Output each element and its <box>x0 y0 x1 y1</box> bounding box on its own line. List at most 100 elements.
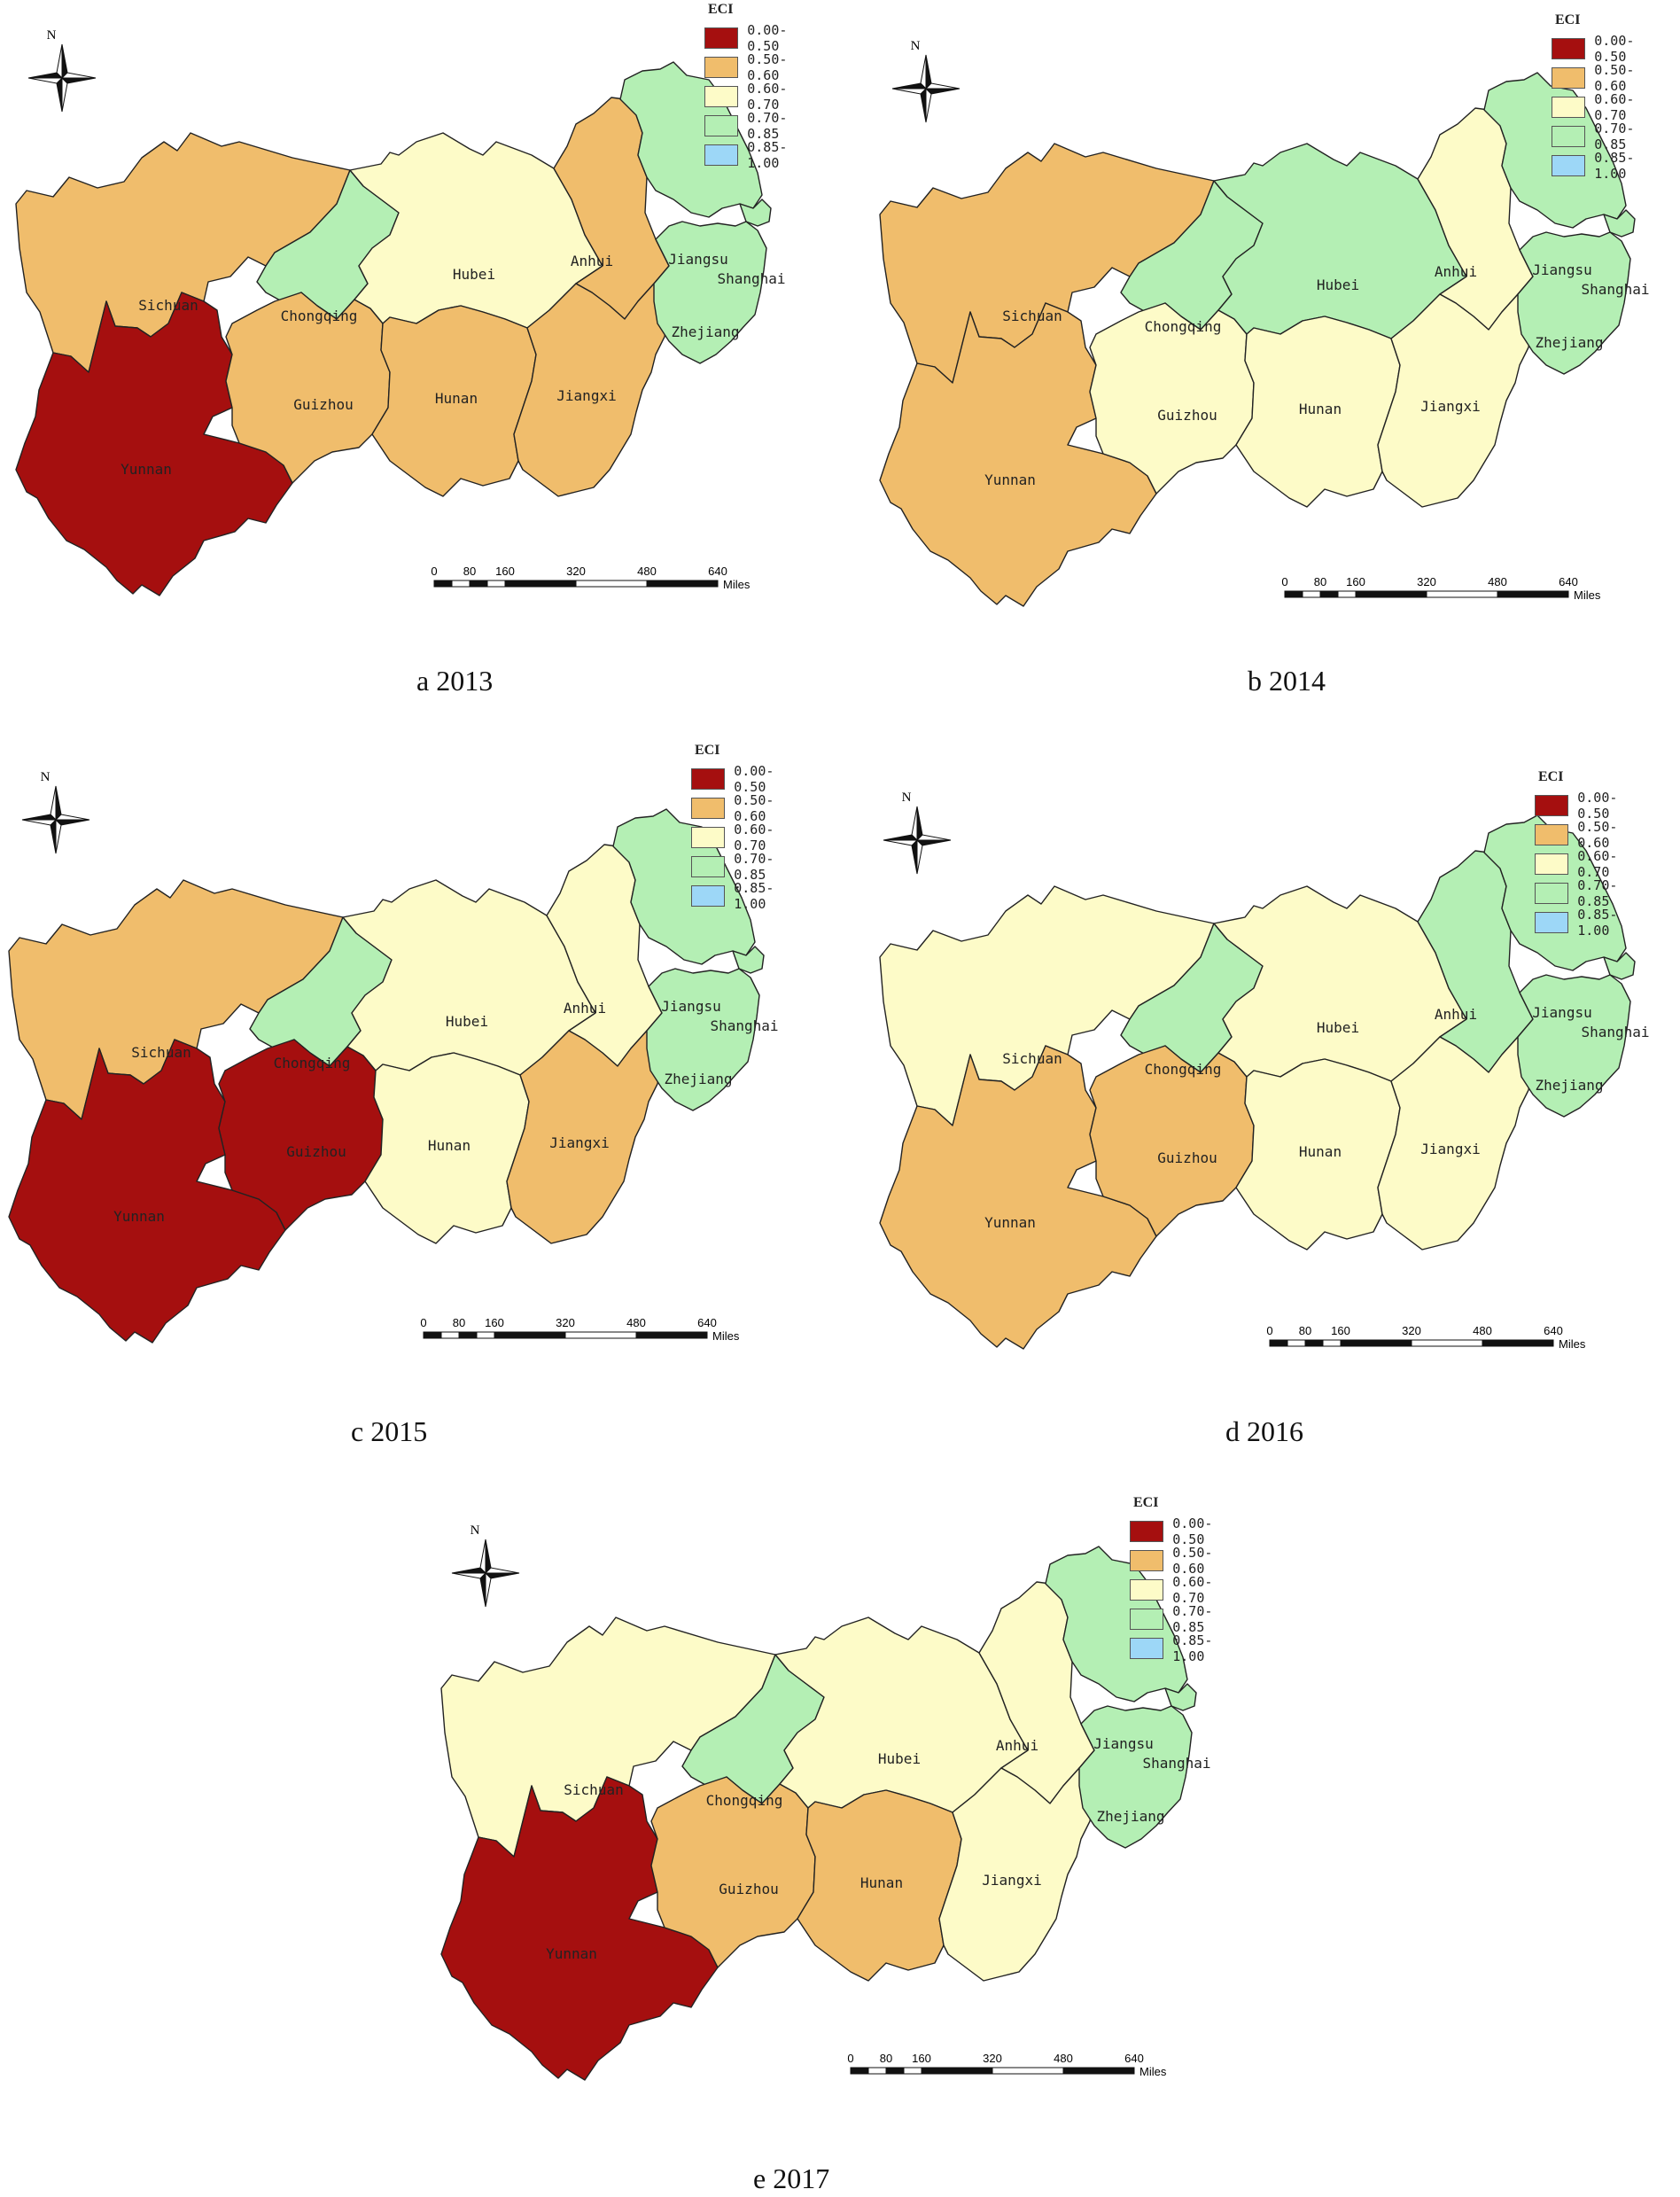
province-label-shanghai: Shanghai <box>1581 1024 1649 1040</box>
legend-swatch <box>691 884 726 907</box>
scale-tick-label: 160 <box>485 1316 504 1329</box>
legend-item: 0.50-0.60 <box>691 792 786 824</box>
province-label-jiangxi: Jiangxi <box>1420 1141 1480 1157</box>
scale-unit-label: Miles <box>1559 1337 1586 1351</box>
legend-2017: ECI 0.00-0.50 0.50-0.60 0.60-0.70 0.70-0.85… <box>1130 1495 1225 1664</box>
scale-tick-label: 80 <box>1314 575 1326 588</box>
scale-unit-label: Miles <box>1139 2065 1167 2078</box>
province-label-chongqing: Chongqing <box>274 1055 351 1071</box>
legend-swatch <box>691 767 726 790</box>
legend-item: 0.60-0.70 <box>1130 1574 1225 1606</box>
caption-2013: a 2013 <box>416 665 494 697</box>
province-label-jiangxi: Jiangxi <box>556 387 616 404</box>
scale-tick-label: 80 <box>1299 1324 1311 1337</box>
legend-2016: ECI 0.00-0.50 0.50-0.60 0.60-0.70 0.70-0.85… <box>1535 769 1629 939</box>
province-label-guizhou: Guizhou <box>293 396 353 413</box>
legend-label: 0.50-0.60 <box>1577 818 1618 851</box>
scale-tick-label: 320 <box>1402 1324 1421 1337</box>
scale-tick-label: 320 <box>983 2052 1002 2065</box>
scale-tick-label: 640 <box>1124 2052 1144 2065</box>
legend-2015: ECI 0.00-0.50 0.50-0.60 0.60-0.70 0.70-0.85… <box>691 743 786 912</box>
province-label-jiangsu: Jiangsu <box>1093 1735 1153 1752</box>
scale-tick-label: 640 <box>1559 575 1578 588</box>
legend-item: 0.70-0.85 <box>691 851 786 883</box>
province-label-hubei: Hubei <box>453 266 495 283</box>
legend-item: 0.50-0.60 <box>1535 818 1629 851</box>
north-label: N <box>471 1523 480 1538</box>
legend-swatch <box>704 27 739 49</box>
province-group: Sichuan Yunnan Chongqing Guizhou Hubei Hunan A… <box>440 1546 1211 2081</box>
scale-unit-label: Miles <box>1574 588 1601 602</box>
legend-item: 0.60-0.70 <box>704 81 799 113</box>
legend-title: ECI <box>1133 1495 1159 1510</box>
province-yunnan <box>15 292 293 596</box>
scale-tick-label: 320 <box>566 565 586 578</box>
scale-tick-label: 80 <box>463 565 476 578</box>
legend-label: 0.60-0.70 <box>1594 90 1635 123</box>
scale-tick-label: 80 <box>880 2052 892 2065</box>
legend-item: 0.50-0.60 <box>1552 61 1646 94</box>
legend-swatch <box>1535 853 1569 875</box>
north-label: N <box>47 28 57 43</box>
scale-tick-label: 480 <box>1054 2052 1073 2065</box>
province-label-sichuan: Sichuan <box>1002 308 1062 324</box>
legend-label: 0.70-0.85 <box>1172 1602 1213 1635</box>
scale-tick-label: 320 <box>1417 575 1436 588</box>
province-label-zhejiang: Zhejiang <box>1535 1077 1603 1094</box>
province-jiangsu <box>1483 72 1627 229</box>
scale-bar <box>423 1331 708 1339</box>
province-label-jiangsu: Jiangsu <box>1532 261 1591 278</box>
legend-label: 0.85-1.00 <box>1594 149 1635 182</box>
legend-label: 0.00-0.50 <box>734 762 774 795</box>
legend-swatch <box>1535 911 1569 933</box>
scale-tick-label: 160 <box>912 2052 931 2065</box>
scale-tick-label: 480 <box>626 1316 646 1329</box>
province-label-sichuan: Sichuan <box>131 1044 191 1061</box>
scale-bar <box>1284 590 1569 598</box>
legend-label: 0.00-0.50 <box>1594 32 1635 65</box>
north-label: N <box>911 39 921 53</box>
legend-title: ECI <box>1538 769 1564 784</box>
scale-unit-label: Miles <box>723 578 751 591</box>
north-label: N <box>41 770 51 784</box>
legend-title: ECI <box>1555 12 1581 27</box>
legend-swatch <box>691 855 726 877</box>
north-arrow-icon <box>891 54 961 123</box>
province-label-anhui: Anhui <box>1435 263 1477 280</box>
legend-label: 0.50-0.60 <box>1172 1544 1213 1577</box>
province-label-guizhou: Guizhou <box>1157 407 1217 424</box>
legend-swatch <box>704 85 739 107</box>
legend-label: 0.85-1.00 <box>1577 906 1618 939</box>
province-label-hunan: Hunan <box>1299 1143 1342 1160</box>
province-zhejiang <box>1517 231 1631 375</box>
province-label-hunan: Hunan <box>428 1137 471 1154</box>
province-group: Sichuan Yunnan Chongqing Guizhou Hubei Hunan A… <box>879 814 1650 1350</box>
legend-item: 0.00-0.50 <box>1552 32 1646 65</box>
north-arrow-icon <box>451 1539 520 1608</box>
scale-tick-label: 640 <box>697 1316 717 1329</box>
legend-item: 0.50-0.60 <box>704 51 799 83</box>
legend-label: 0.70-0.85 <box>1594 120 1635 152</box>
legend-item: 0.50-0.60 <box>1130 1544 1225 1577</box>
province-label-yunnan: Yunnan <box>121 461 172 478</box>
legend-label: 0.50-0.60 <box>1594 61 1635 94</box>
scale-tick-label: 160 <box>1331 1324 1350 1337</box>
province-label-chongqing: Chongqing <box>281 308 358 324</box>
province-group: Sichuan Yunnan Chongqing Guizhou Hubei Hunan A… <box>879 72 1650 607</box>
caption-2016: d 2016 <box>1225 1415 1303 1447</box>
province-label-shanghai: Shanghai <box>717 270 785 287</box>
scale-tick-label: 0 <box>847 2052 853 2065</box>
province-label-guizhou: Guizhou <box>286 1143 346 1160</box>
province-label-anhui: Anhui <box>996 1737 1038 1754</box>
caption-2017: e 2017 <box>753 2162 830 2194</box>
north-label: N <box>902 791 912 805</box>
province-jiangxi <box>1377 1036 1534 1250</box>
province-label-hunan: Hunan <box>860 1874 903 1891</box>
province-jiangsu <box>619 61 763 218</box>
province-label-yunnan: Yunnan <box>984 1214 1036 1231</box>
province-label-jiangxi: Jiangxi <box>549 1134 609 1151</box>
legend-swatch <box>1552 125 1586 147</box>
scale-tick-label: 160 <box>1346 575 1365 588</box>
province-zhejiang <box>1078 1705 1193 1849</box>
